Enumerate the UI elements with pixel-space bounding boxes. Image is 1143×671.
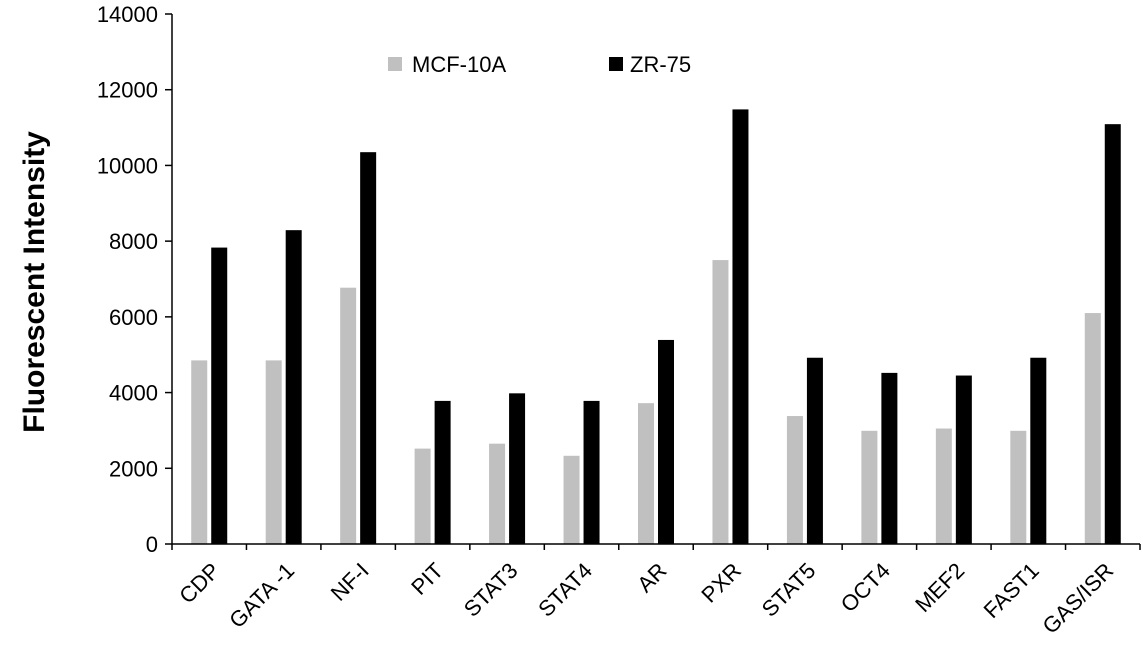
bar-mcf-10a-stat3: [489, 443, 506, 544]
legend-swatch-zr-75: [609, 57, 623, 71]
bar-zr-75-gas-isr: [1104, 124, 1121, 545]
x-category-label: FAST1: [979, 558, 1044, 623]
y-tick-label: 6000: [109, 305, 158, 330]
y-tick-label: 4000: [109, 381, 158, 406]
legend-label-mcf-10a: MCF-10A: [412, 52, 506, 77]
y-tick-label: 0: [146, 532, 158, 557]
bar-mcf-10a-gata-1: [265, 360, 282, 544]
bar-zr-75-nf-i: [360, 152, 377, 544]
x-category-label: GAS/ISR: [1038, 558, 1119, 639]
x-category-label: GATA -1: [224, 558, 299, 633]
bar-zr-75-fast1: [1030, 357, 1047, 544]
x-category-label: NF-I: [326, 558, 374, 606]
legend-swatch-mcf-10a: [388, 57, 402, 71]
bar-mcf-10a-ar: [638, 403, 654, 544]
x-category-label: OCT4: [836, 558, 895, 617]
bar-mcf-10a-cdp: [191, 360, 208, 544]
bar-zr-75-stat4: [583, 400, 600, 544]
y-tick-label: 12000: [97, 78, 158, 103]
bar-mcf-10a-stat4: [563, 455, 580, 544]
y-ticks: 0 2000 4000 6000 8000 10000 12000 14000: [97, 2, 172, 557]
bar-mcf-10a-nf-i: [340, 287, 357, 544]
bar-mcf-10a-fast1: [1010, 430, 1027, 544]
bar-mcf-10a-oct4: [861, 430, 878, 544]
bar-mcf-10a-mef2: [935, 428, 952, 544]
x-category-label: STAT4: [533, 558, 597, 622]
y-tick-label: 14000: [97, 2, 158, 27]
bar-mcf-10a-pit: [414, 448, 431, 544]
bar-zr-75-stat3: [509, 393, 526, 544]
y-tick-label: 2000: [109, 456, 158, 481]
bar-zr-75-pit: [434, 400, 451, 544]
x-category-label: PXR: [696, 558, 746, 608]
y-tick-label: 8000: [109, 229, 158, 254]
bar-zr-75-cdp: [211, 247, 228, 545]
bar-mcf-10a-pxr: [712, 260, 729, 544]
bar-mcf-10a-stat5: [786, 416, 803, 544]
legend-label-zr-75: ZR-75: [630, 52, 691, 77]
x-category-label: STAT3: [459, 558, 523, 622]
bar-zr-75-stat5: [806, 357, 823, 544]
x-category-label: AR: [632, 558, 671, 597]
y-axis-label: Fluorescent Intensity: [18, 131, 51, 433]
bar-zr-75-oct4: [881, 372, 898, 544]
bar-zr-75-ar: [658, 339, 674, 544]
bar-zr-75-pxr: [732, 109, 749, 545]
bar-mcf-10a-gas-isr: [1084, 313, 1101, 544]
axes-layer: [171, 14, 1140, 545]
x-category-label: PIT: [406, 558, 448, 600]
bar-zr-75-gata-1: [285, 230, 302, 544]
legend: MCF-10A ZR-75: [388, 52, 691, 77]
x-category-label: CDP: [174, 558, 225, 609]
y-tick-label: 10000: [97, 153, 158, 178]
bar-zr-75-mef2: [955, 375, 972, 544]
x-ticks: CDP GATA -1 NF-I PIT STAT3 STAT4 AR PXR STAT5 OCT…: [171, 544, 1141, 639]
x-category-label: STAT5: [757, 558, 821, 622]
bars-layer: [191, 109, 1121, 545]
x-category-label: MEF2: [910, 558, 969, 617]
